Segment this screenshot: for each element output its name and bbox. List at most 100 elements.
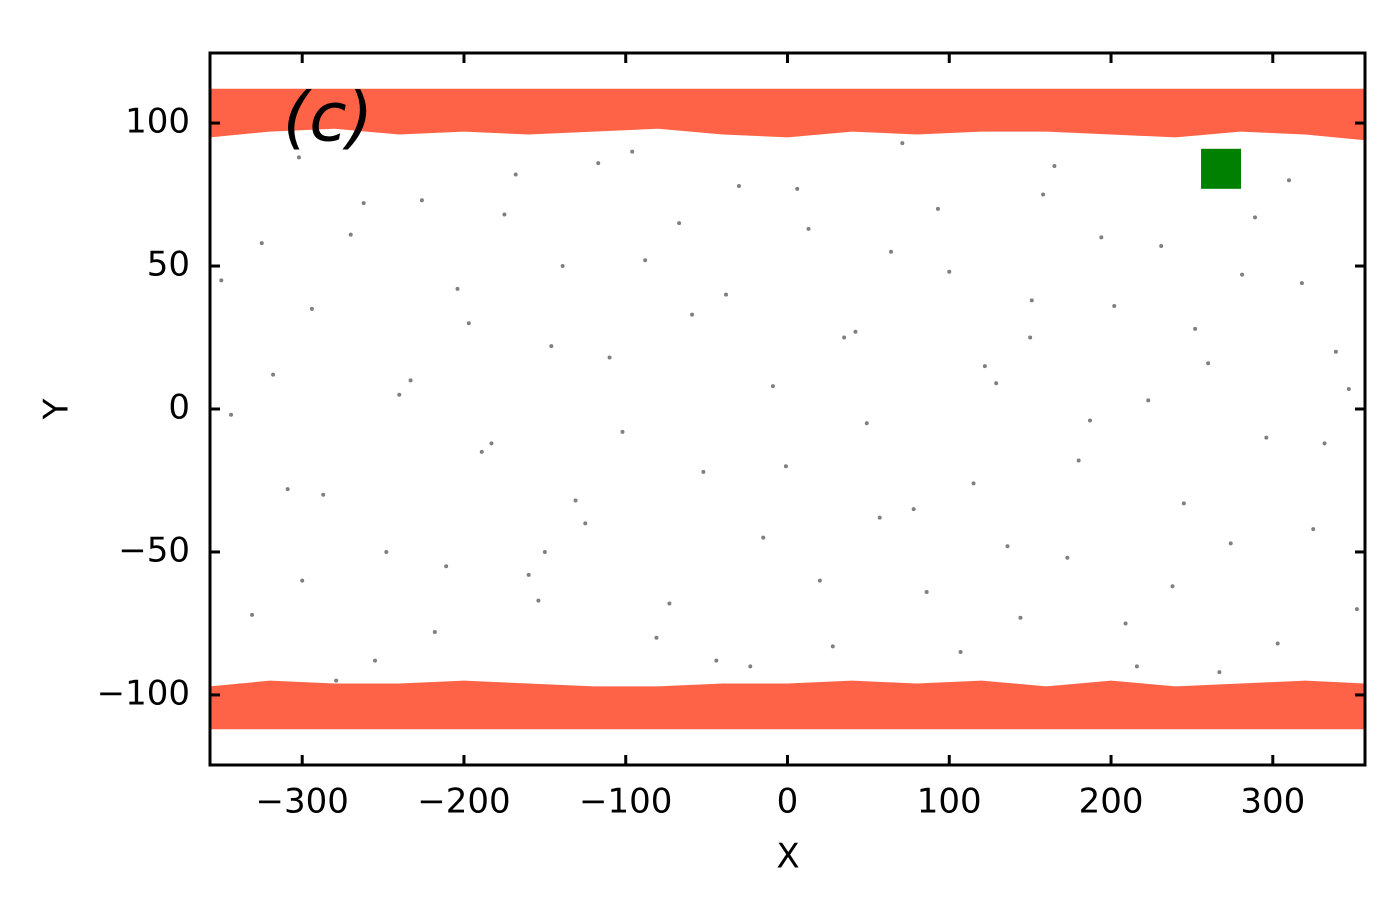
particle	[1354, 607, 1359, 612]
x-tick-label: −300	[256, 782, 349, 822]
particle	[1088, 418, 1092, 423]
plot-area	[210, 88, 1365, 730]
y-tick-label: −100	[97, 673, 190, 713]
y-tick-label: 100	[125, 102, 190, 142]
particle	[229, 412, 234, 417]
particle	[1028, 335, 1033, 340]
particle	[466, 321, 471, 326]
particle	[489, 441, 494, 446]
particle	[513, 172, 518, 177]
y-tick-label: −50	[118, 530, 190, 570]
particle	[620, 429, 625, 434]
particle	[701, 469, 706, 474]
x-tick-label: 300	[1240, 782, 1305, 822]
particle	[864, 421, 869, 426]
particle	[971, 481, 976, 486]
particle	[321, 492, 326, 497]
particle	[714, 658, 719, 663]
particle	[1193, 326, 1198, 331]
particle	[736, 183, 741, 188]
particle	[309, 306, 314, 311]
particle	[542, 549, 547, 554]
particle	[1181, 501, 1186, 506]
particle	[677, 221, 682, 226]
x-axis-label: X	[776, 837, 799, 877]
particle	[630, 149, 635, 154]
particle	[1146, 398, 1151, 403]
particle	[1333, 349, 1338, 354]
x-tick-label: 100	[917, 782, 982, 822]
particle	[1159, 244, 1164, 249]
particle	[502, 212, 507, 217]
particle	[935, 206, 940, 211]
particle	[1322, 441, 1327, 446]
particle	[285, 487, 290, 492]
particle	[373, 658, 377, 663]
particle	[911, 507, 916, 512]
x-tick-label: 0	[777, 782, 799, 822]
particle	[1099, 235, 1104, 240]
particle	[1134, 664, 1139, 669]
y-axis-label: Y	[37, 398, 77, 420]
particle	[1299, 281, 1304, 286]
particle	[1018, 615, 1023, 620]
particle	[300, 578, 305, 583]
x-tick-label: −200	[417, 782, 510, 822]
particle	[219, 278, 224, 283]
particle	[770, 384, 775, 389]
particle	[408, 378, 413, 383]
particle	[536, 598, 541, 603]
particle	[432, 630, 437, 635]
particle	[296, 155, 301, 160]
particle	[795, 186, 800, 191]
particle	[1253, 215, 1257, 220]
particle	[526, 572, 531, 577]
particle	[1217, 670, 1222, 675]
particle	[271, 372, 276, 377]
particle	[724, 292, 729, 297]
particle	[817, 578, 822, 583]
particle	[830, 644, 835, 649]
axes-frame	[208, 51, 1367, 767]
particle	[455, 286, 460, 291]
particle	[1240, 272, 1245, 277]
particle	[573, 498, 578, 503]
x-tick-label: −100	[579, 782, 672, 822]
particle	[384, 549, 389, 554]
particle	[444, 564, 449, 569]
particle	[560, 264, 565, 269]
particle	[958, 650, 963, 655]
particle	[549, 344, 554, 349]
particle	[1206, 361, 1211, 366]
particle	[667, 601, 672, 606]
particle	[1029, 298, 1034, 303]
particle	[806, 226, 811, 231]
particle	[643, 258, 648, 263]
particle	[397, 392, 402, 397]
particle	[479, 449, 484, 454]
particle	[419, 198, 424, 203]
particle	[607, 355, 612, 360]
particle	[596, 161, 601, 166]
particle	[583, 521, 588, 526]
particle	[1275, 641, 1280, 646]
particle	[250, 612, 255, 617]
particle	[334, 678, 339, 683]
particle	[761, 535, 766, 540]
particle	[1286, 178, 1291, 183]
particle	[1112, 304, 1117, 309]
particle	[690, 312, 695, 317]
particle	[783, 464, 788, 469]
particle	[1005, 544, 1010, 549]
particle	[1076, 458, 1081, 463]
particle	[1170, 584, 1175, 589]
particle	[1041, 192, 1046, 197]
marker-square	[1201, 148, 1242, 189]
particle	[924, 590, 929, 595]
wall-band	[210, 680, 1365, 730]
y-tick-label: 0	[168, 388, 190, 428]
particle	[1065, 555, 1070, 560]
particle	[748, 664, 753, 669]
particle	[889, 249, 894, 254]
